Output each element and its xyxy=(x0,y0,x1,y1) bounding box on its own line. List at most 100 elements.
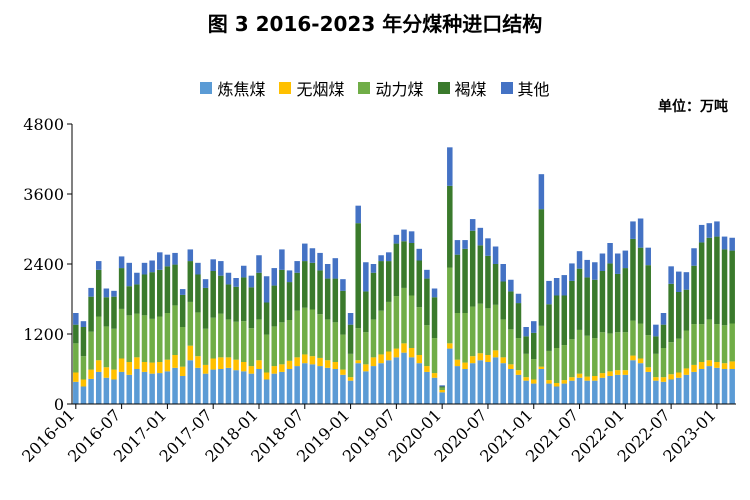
bar-2016-09-series-1 xyxy=(134,357,140,369)
bar-2020-04-series-3 xyxy=(462,248,468,313)
bar-2017-11-series-2 xyxy=(240,321,247,362)
bar-2018-01-series-3 xyxy=(256,272,262,320)
bar-2019-01-series-1 xyxy=(347,377,354,381)
bar-2021-04-series-2 xyxy=(553,348,560,383)
bar-2023-03-series-0 xyxy=(729,369,735,404)
bar-2019-11-series-1 xyxy=(424,366,430,372)
bar-2019-02-series-0 xyxy=(355,363,361,404)
bar-2019-01-series-4 xyxy=(347,313,354,325)
bar-2023-02-series-4 xyxy=(721,236,728,250)
bar-2021-08-series-4 xyxy=(584,259,590,278)
y-tick-label-1200: 1200 xyxy=(23,325,64,344)
bar-2022-03-series-2 xyxy=(637,323,644,359)
bar-2022-08-series-3 xyxy=(676,292,682,339)
bar-2018-10-series-0 xyxy=(324,367,331,404)
bar-2018-10-series-3 xyxy=(324,278,331,320)
bar-2016-04-series-1 xyxy=(95,360,102,372)
legend-label-anthracite: 无烟煤 xyxy=(296,80,345,99)
bar-2019-11-series-0 xyxy=(424,371,430,404)
bar-2022-02-series-2 xyxy=(630,320,636,356)
bar-2019-11-series-3 xyxy=(424,278,430,326)
bar-2019-12-series-1 xyxy=(431,373,438,378)
legend-swatch-thermal-coal xyxy=(358,82,371,94)
bar-2016-11-series-4 xyxy=(149,260,155,273)
legend-swatch-other xyxy=(500,82,513,94)
bar-2022-08-series-1 xyxy=(676,372,682,378)
bar-2020-06-series-4 xyxy=(477,227,484,246)
bar-2022-10-series-4 xyxy=(691,248,697,266)
bar-2017-08-series-0 xyxy=(218,369,224,404)
bar-2018-11-series-2 xyxy=(332,322,339,362)
bar-2017-12-series-3 xyxy=(248,287,255,329)
bar-2018-12-series-1 xyxy=(340,369,346,375)
bar-2023-02-series-0 xyxy=(721,369,728,404)
bar-2020-12-series-1 xyxy=(523,377,529,381)
bar-2016-02-series-2 xyxy=(80,356,87,380)
bar-2018-03-series-3 xyxy=(271,285,278,327)
bar-2021-03-series-3 xyxy=(546,304,552,351)
bar-2017-10-series-1 xyxy=(233,359,239,371)
bar-2016-01-series-3 xyxy=(73,324,79,344)
bar-2019-10-series-3 xyxy=(416,260,423,308)
bar-2019-04-series-0 xyxy=(370,366,377,404)
bar-2016-10-series-1 xyxy=(141,362,148,372)
bar-2018-12-series-3 xyxy=(340,290,346,335)
bar-2021-10-series-0 xyxy=(599,377,606,404)
bar-2022-07-series-4 xyxy=(668,266,674,284)
bar-2020-02-series-0 xyxy=(447,348,453,404)
bar-2017-01-series-3 xyxy=(164,266,171,313)
bar-2016-11-series-0 xyxy=(149,373,155,404)
bar-2018-09-series-2 xyxy=(317,314,323,358)
bar-2022-04-series-2 xyxy=(645,335,651,368)
bar-2022-09-series-1 xyxy=(683,368,690,375)
legend-item-thermal-coal: 动力煤 xyxy=(358,76,424,100)
bar-2021-11-series-1 xyxy=(607,371,613,376)
bar-2022-05-series-0 xyxy=(653,380,659,404)
bar-2020-08-series-0 xyxy=(492,357,499,404)
bar-2018-01-series-0 xyxy=(256,369,262,404)
bar-2019-11-series-2 xyxy=(424,325,430,367)
bar-2020-08-series-1 xyxy=(492,350,499,358)
bar-2022-06-series-3 xyxy=(660,324,667,348)
bar-2022-09-series-0 xyxy=(683,374,690,404)
bar-2018-03-series-0 xyxy=(271,373,278,404)
bar-2021-02-series-4 xyxy=(538,174,545,210)
bar-2019-03-series-2 xyxy=(363,332,369,365)
legend-label-lignite: 褐煤 xyxy=(454,80,487,99)
bar-2019-01-series-2 xyxy=(347,353,354,378)
bar-2021-06-series-4 xyxy=(569,263,575,281)
bar-2016-07-series-0 xyxy=(118,371,125,404)
bar-2022-10-series-1 xyxy=(691,364,697,372)
bar-2021-04-series-4 xyxy=(553,278,560,296)
legend: 炼焦煤 无烟煤 动力煤 褐煤 其他 xyxy=(0,76,750,100)
bar-2021-07-series-0 xyxy=(576,377,583,404)
bar-2020-12-series-2 xyxy=(523,353,529,378)
bar-2020-05-series-4 xyxy=(469,219,476,231)
bar-2016-12-series-3 xyxy=(157,269,163,317)
bar-2019-05-series-1 xyxy=(378,354,384,364)
bar-2017-04-series-2 xyxy=(187,301,194,346)
bar-2018-06-series-0 xyxy=(294,366,300,404)
bar-2017-09-series-4 xyxy=(225,272,232,285)
bar-2017-07-series-2 xyxy=(210,317,216,359)
bar-2020-12-series-3 xyxy=(523,336,529,354)
bar-2017-01-series-2 xyxy=(164,313,171,360)
bar-2016-12-series-0 xyxy=(157,373,163,404)
bar-2022-12-series-0 xyxy=(706,366,713,404)
bar-2022-07-series-3 xyxy=(668,283,674,343)
bar-2022-03-series-4 xyxy=(637,218,644,248)
bar-2016-02-series-0 xyxy=(80,386,87,404)
bar-2020-09-series-2 xyxy=(500,319,506,358)
bar-2021-01-series-1 xyxy=(531,379,537,384)
bar-2020-06-series-2 xyxy=(477,303,484,354)
bar-2016-03-series-2 xyxy=(88,331,94,370)
unit-label: 单位：万吨 xyxy=(658,99,728,115)
bar-2016-05-series-1 xyxy=(103,367,110,378)
bar-2020-02-series-1 xyxy=(447,343,453,349)
bar-2019-07-series-1 xyxy=(393,348,400,358)
bar-2017-05-series-2 xyxy=(195,312,201,357)
bar-2021-11-series-0 xyxy=(607,376,613,404)
bar-2022-03-series-0 xyxy=(637,363,644,404)
bar-2016-11-series-3 xyxy=(149,272,155,319)
bar-2016-02-series-1 xyxy=(80,379,87,387)
